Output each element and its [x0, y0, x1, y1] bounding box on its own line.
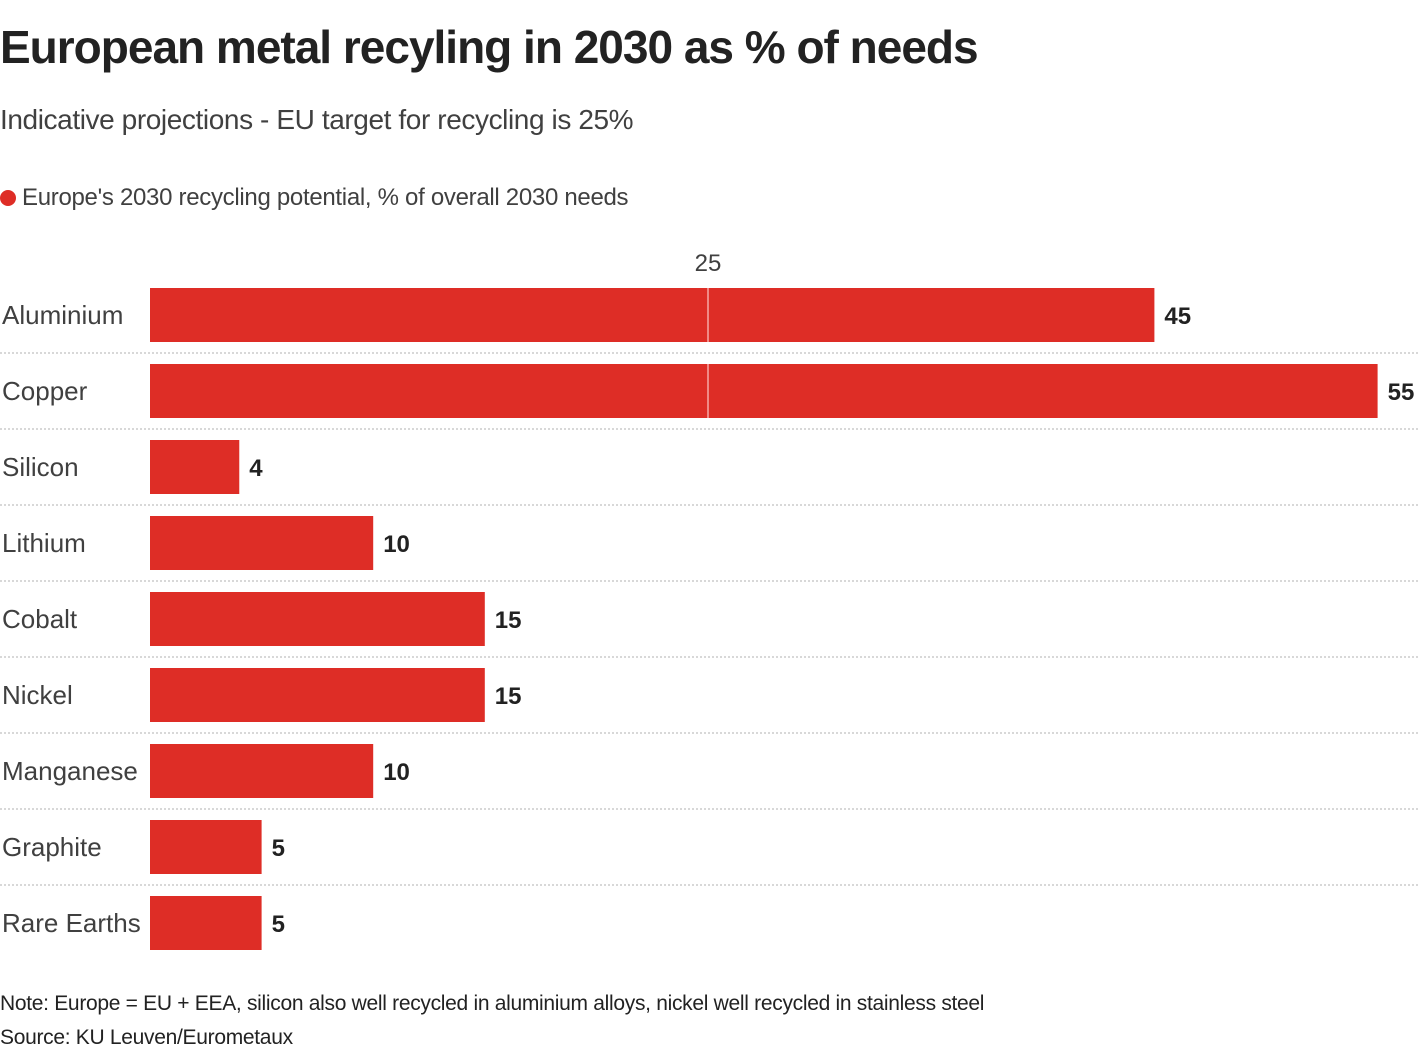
category-label: Graphite	[2, 832, 102, 862]
chart-title: European metal recyling in 2030 as % of …	[0, 21, 979, 73]
legend-dot-icon	[0, 190, 16, 206]
value-label: 5	[272, 911, 285, 938]
category-label: Aluminium	[2, 300, 123, 330]
value-label: 4	[249, 455, 263, 482]
legend: Europe's 2030 recycling potential, % of …	[0, 184, 629, 212]
chart-note: Note: Europe = EU + EEA, silicon also we…	[0, 992, 985, 1015]
reference-line-label: 25	[695, 250, 722, 277]
value-label: 10	[383, 759, 410, 786]
chart-subtitle: Indicative projections - EU target for r…	[0, 104, 634, 135]
category-label: Cobalt	[2, 604, 78, 634]
bar-graphite	[150, 820, 262, 874]
category-label: Rare Earths	[2, 908, 141, 938]
category-label: Copper	[2, 376, 88, 406]
value-label: 15	[495, 683, 522, 710]
legend-label: Europe's 2030 recycling potential, % of …	[22, 184, 629, 211]
category-label: Nickel	[2, 680, 73, 710]
bar-aluminium	[150, 288, 1155, 342]
value-label: 15	[495, 607, 522, 634]
category-label: Manganese	[2, 756, 138, 786]
bar-cobalt	[150, 592, 485, 646]
bar-silicon	[150, 440, 240, 494]
value-label: 55	[1388, 379, 1415, 406]
bar-rare-earths	[150, 896, 262, 950]
value-label: 10	[383, 531, 410, 558]
bar-nickel	[150, 668, 485, 722]
bar-manganese	[150, 744, 374, 798]
bar-lithium	[150, 516, 374, 570]
bar-copper	[150, 364, 1378, 418]
chart-source: Source: KU Leuven/Eurometaux	[0, 1026, 293, 1049]
category-label: Lithium	[2, 528, 86, 558]
value-label: 45	[1164, 303, 1191, 330]
category-label: Silicon	[2, 452, 79, 482]
value-label: 5	[272, 835, 285, 862]
